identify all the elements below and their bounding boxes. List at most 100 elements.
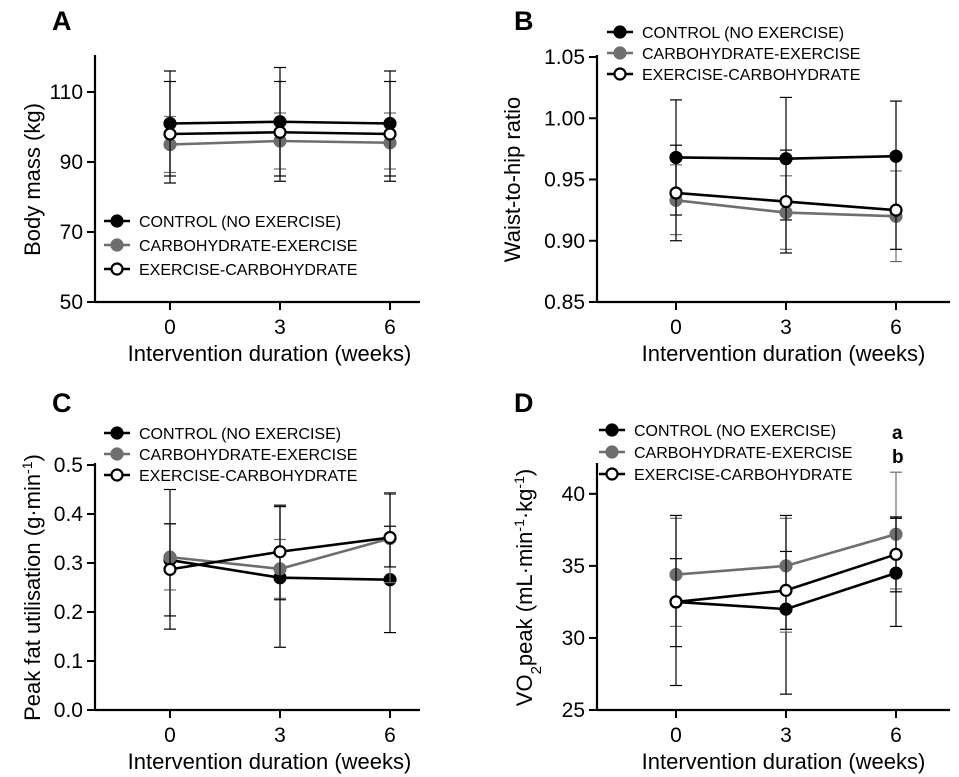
series-3	[669, 144, 903, 254]
data-point	[273, 545, 287, 559]
legend-label: CARBOHYDRATE-EXERCISE	[642, 46, 860, 63]
legend-label: CONTROL (NO EXERCISE)	[139, 426, 341, 443]
legend-marker	[110, 468, 124, 482]
y-axis-label-part: 2	[528, 666, 545, 674]
y-tick-label: 0.0	[54, 699, 83, 722]
x-tick-label: 6	[384, 724, 396, 747]
panel-letter: C	[52, 388, 72, 418]
significance-annotation: a	[892, 423, 903, 444]
legend-label: CARBOHYDRATE-EXERCISE	[139, 238, 357, 255]
legend-marker	[613, 25, 627, 39]
legend-marker	[110, 447, 124, 461]
data-point	[779, 194, 793, 209]
series-3	[669, 514, 903, 687]
legend-label: EXERCISE-CARBOHYDRATE	[642, 67, 860, 84]
y-tick-label: 1.05	[544, 46, 585, 69]
y-axis-label-part: VO	[512, 674, 537, 706]
x-tick-label: 0	[670, 724, 682, 747]
y-axis-label-part: -1	[511, 519, 527, 532]
x-tick-label: 3	[274, 724, 286, 747]
x-axis-label: Intervention duration (weeks)	[642, 341, 926, 366]
x-tick-label: 3	[780, 724, 792, 747]
legend-marker	[605, 423, 619, 437]
y-tick-label: 1.00	[544, 107, 585, 130]
y-tick-label: 0.90	[544, 230, 585, 253]
legend: CONTROL (NO EXERCISE) CARBOHYDRATE-EXERCI…	[104, 214, 357, 279]
panel-letter: B	[514, 6, 534, 36]
y-tick-label: 70	[60, 221, 83, 244]
data-point	[779, 583, 793, 597]
y-axis-label-part: )	[512, 469, 537, 476]
x-axis-label: Intervention duration (weeks)	[128, 749, 412, 774]
y-tick-label: 0.3	[54, 552, 83, 575]
data-point	[889, 203, 903, 217]
y-tick-label: 30	[562, 627, 585, 650]
panel-letter: D	[514, 388, 534, 418]
data-point	[163, 127, 177, 141]
legend: CONTROL (NO EXERCISE) CARBOHYDRATE-EXERCI…	[599, 423, 852, 484]
y-axis-label-part: peak (mL·min	[512, 532, 537, 666]
legend-label: CONTROL (NO EXERCISE)	[634, 423, 836, 440]
y-tick-label: 90	[60, 151, 83, 174]
y-tick-label: 0.4	[54, 503, 84, 526]
legend-marker	[110, 214, 124, 228]
x-tick-label: 0	[164, 724, 176, 747]
y-tick-label: 25	[562, 699, 585, 722]
y-tick-label: 0.85	[544, 291, 585, 314]
y-axis-label: Waist-to-hip ratio	[500, 97, 525, 262]
y-tick-label: 0.95	[544, 169, 585, 192]
legend-label: CARBOHYDRATE-EXERCISE	[139, 447, 357, 464]
legend-marker	[110, 262, 124, 276]
x-tick-label: 3	[780, 316, 792, 339]
y-axis-label: Peak fat utilisation (g·min-1)	[19, 454, 45, 721]
series-3	[163, 492, 397, 617]
legend-marker	[110, 426, 124, 440]
legend-label: EXERCISE-CARBOHYDRATE	[139, 468, 357, 485]
x-axis-label: Intervention duration (weeks)	[128, 341, 412, 366]
legend-marker	[605, 467, 619, 481]
x-tick-label: 6	[890, 724, 902, 747]
y-axis-label-part: -1	[511, 476, 527, 489]
legend-label: CARBOHYDRATE-EXERCISE	[634, 445, 852, 462]
y-tick-label: 110	[50, 81, 83, 104]
y-tick-label: 35	[562, 555, 585, 578]
data-point	[383, 127, 397, 141]
legend-marker	[613, 46, 627, 60]
y-axis-label-tail: )	[20, 454, 45, 461]
panel-letter: A	[52, 6, 72, 36]
data-point	[383, 530, 397, 545]
legend-label: CONTROL (NO EXERCISE)	[642, 25, 844, 42]
x-tick-label: 3	[274, 316, 286, 339]
y-axis-label: Body mass (kg)	[20, 103, 45, 256]
x-tick-label: 0	[164, 316, 176, 339]
x-axis-label: Intervention duration (weeks)	[642, 749, 926, 774]
data-point	[669, 595, 683, 609]
legend-marker	[605, 445, 619, 459]
data-point	[163, 562, 177, 576]
data-point	[669, 186, 683, 200]
legend: CONTROL (NO EXERCISE) CARBOHYDRATE-EXERCI…	[607, 25, 860, 84]
y-tick-label: 40	[562, 483, 585, 506]
y-axis-label: VO2peak (mL·min-1·kg-1)	[511, 469, 545, 706]
y-axis-label-part: ·kg	[512, 489, 537, 520]
y-tick-label: 0.2	[54, 601, 83, 624]
x-tick-label: 6	[890, 316, 902, 339]
legend-label: EXERCISE-CARBOHYDRATE	[139, 262, 357, 279]
y-axis-label-main: Peak fat utilisation (g·min	[20, 474, 45, 721]
y-tick-label: 0.1	[54, 650, 83, 673]
data-point	[889, 547, 903, 561]
legend-marker	[110, 238, 124, 252]
data-point	[273, 125, 287, 139]
significance-annotation: b	[892, 447, 904, 468]
legend-marker	[613, 67, 627, 81]
x-tick-label: 0	[670, 316, 682, 339]
legend-label: CONTROL (NO EXERCISE)	[139, 214, 341, 231]
y-tick-label: 50	[60, 291, 83, 314]
y-axis-label-sup: -1	[19, 461, 35, 474]
y-tick-label: 0.5	[54, 454, 83, 477]
